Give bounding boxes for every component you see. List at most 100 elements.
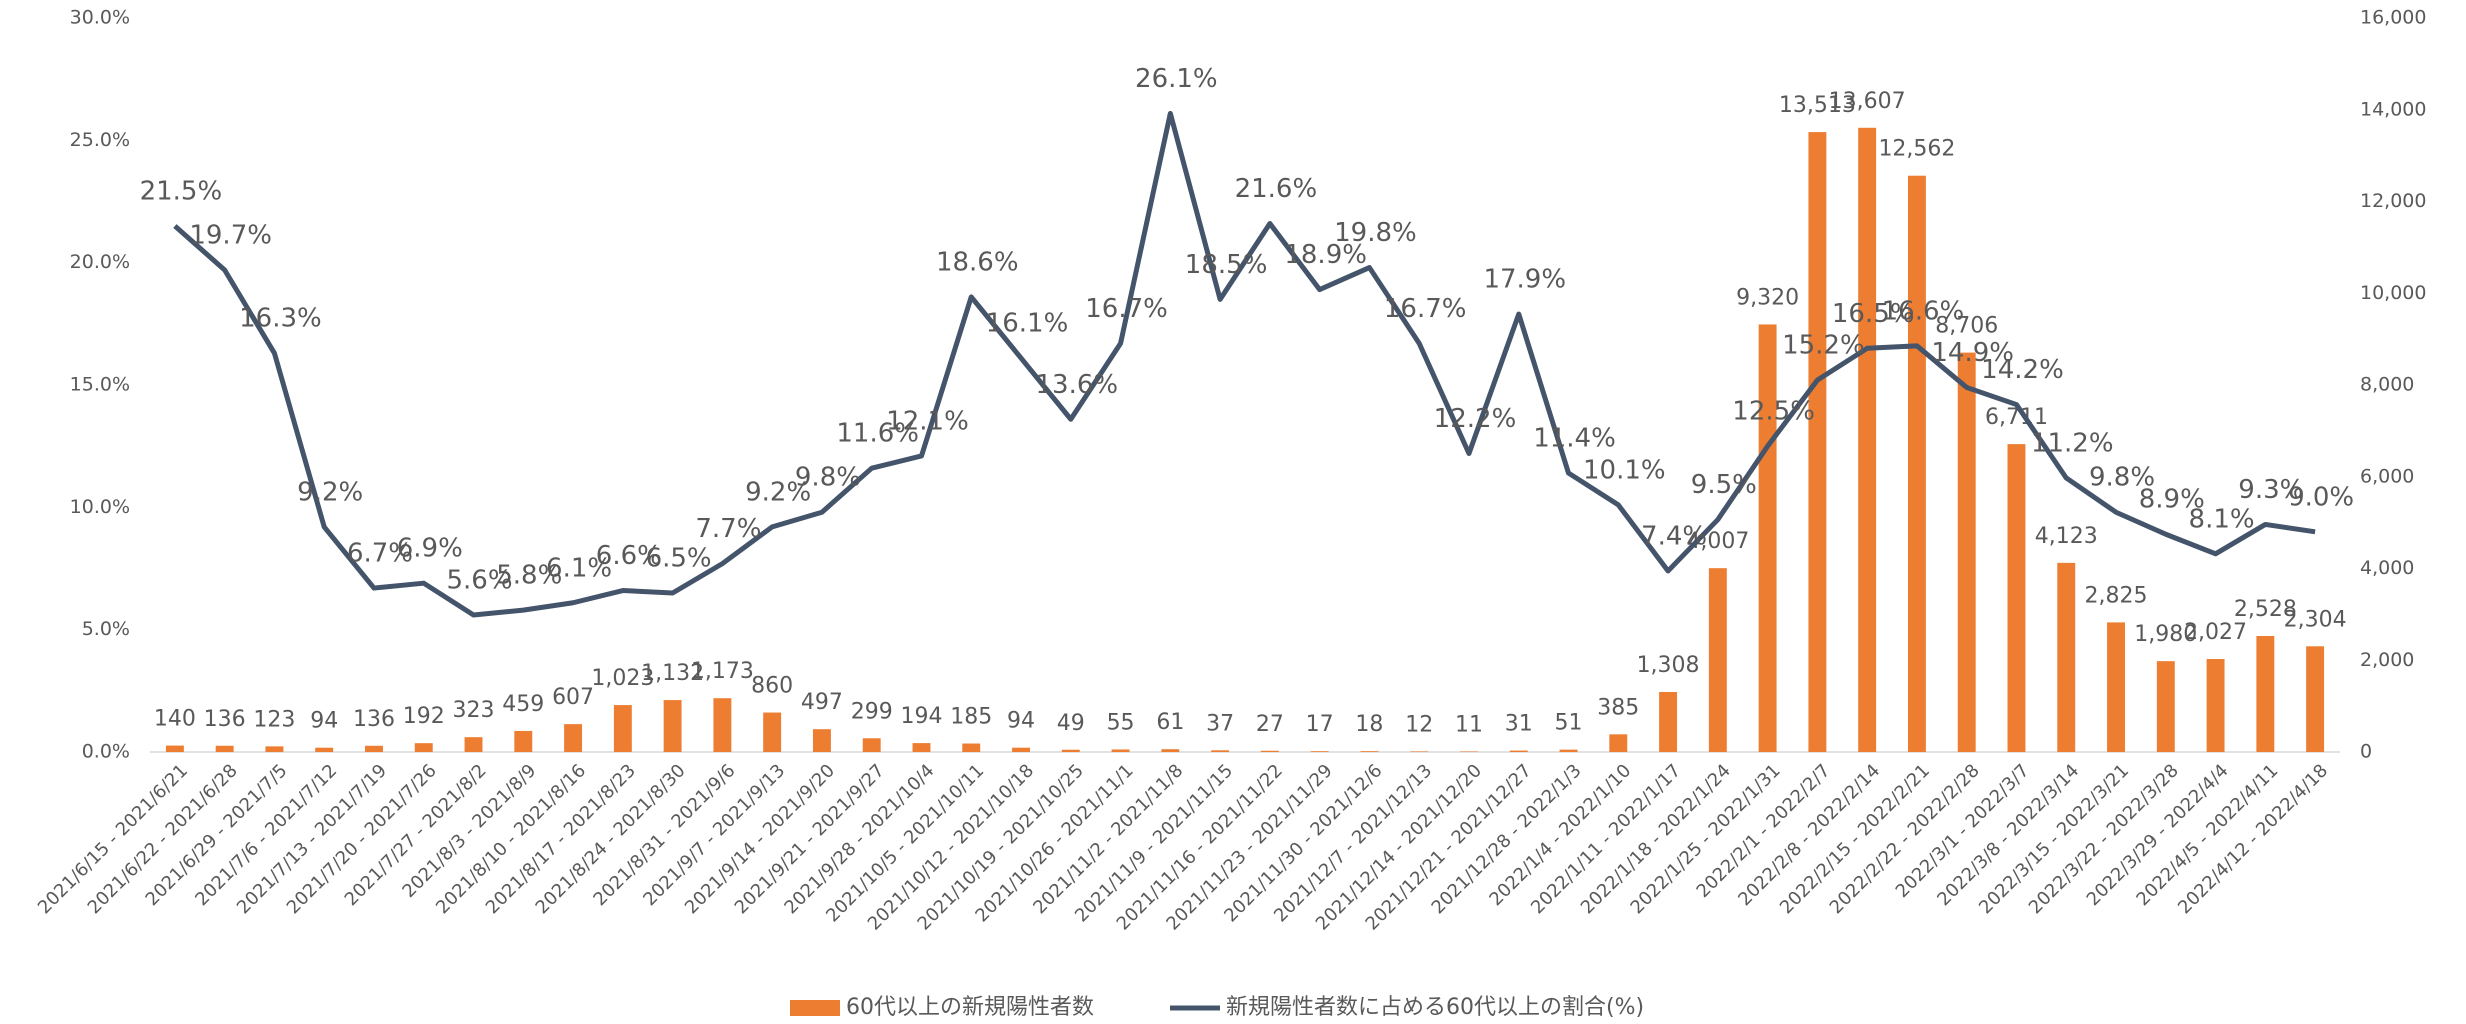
bar-label: 192 [403,704,445,729]
y2-tick-label: 4,000 [2360,557,2414,579]
line-label: 8.1% [2189,504,2255,534]
y2-tick-label: 6,000 [2360,465,2414,487]
legend-label: 60代以上の新規陽性者数 [846,995,1094,1020]
bar-label: 1,980 [2134,622,2197,647]
line-label: 11.4% [1533,424,1616,454]
bar-label: 2,304 [2284,607,2347,632]
y-tick-label: 25.0% [70,129,130,151]
bar [1012,747,1030,752]
line-label: 5.6% [446,565,512,595]
bar [564,724,583,752]
bar-label: 385 [1597,695,1639,720]
bar-label: 299 [851,699,893,724]
legend-label: 新規陽性者数に占める60代以上の割合(%) [1226,995,1644,1020]
bar-label: 2,027 [2184,620,2247,645]
bar-label: 61 [1156,710,1184,735]
bar-label: 185 [950,705,992,730]
line-label: 16.5% [1832,299,1915,329]
bar-label: 136 [353,707,395,732]
bar [2107,622,2125,752]
line-label: 9.5% [1691,470,1757,500]
bar-label: 37 [1206,711,1234,736]
bar [1410,751,1429,752]
y-tick-label: 0.0% [82,741,130,763]
bar [365,745,383,752]
line-label: 10.1% [1583,455,1666,485]
line-label: 6.5% [646,543,712,573]
bar [862,738,881,752]
bar-label: 4,123 [2035,524,2098,549]
bar [1708,568,1727,752]
bar-label: 12,562 [1878,137,1955,162]
bar-label: 9,320 [1736,285,1799,310]
line-label: 9.0% [2288,482,2354,512]
line-label: 16.7% [1384,294,1467,324]
bar-label: 51 [1555,711,1583,736]
bar [2256,636,2275,752]
line-label: 19.8% [1334,218,1417,248]
bar-label: 2,528 [2234,597,2297,622]
bar [514,730,533,752]
bar-label: 194 [900,704,942,729]
y2-tick-label: 8,000 [2360,374,2414,396]
bar [1659,691,1678,752]
line-label: 26.1% [1135,64,1218,94]
line-label: 12.2% [1434,404,1517,434]
bar [1609,734,1628,752]
bar [1360,751,1379,752]
bar-label: 459 [502,692,544,717]
bar [2007,444,2026,752]
bar-label: 11 [1455,712,1483,737]
y-tick-label: 20.0% [70,251,130,273]
bar [2156,661,2175,752]
bar [1310,751,1329,752]
bar [1858,127,1877,753]
bar [2306,646,2325,752]
line-label: 18.5% [1185,250,1268,280]
line-label: 16.7% [1085,294,1168,324]
line-label: 9.8% [2089,463,2155,493]
line-label: 6.1% [546,553,612,583]
line-label: 6.6% [596,541,662,571]
bar [1957,352,1976,752]
line-label: 11.6% [836,419,919,449]
bar [315,747,334,752]
bar [1758,324,1777,752]
bar [165,745,184,752]
line-label: 12.5% [1732,397,1815,427]
legend-swatch [790,1000,840,1016]
bar-label: 27 [1256,712,1284,737]
bar-label: 12 [1405,712,1433,737]
bar [265,746,284,752]
line-label: 18.6% [936,247,1019,277]
bar-label: 13,513 [1779,93,1856,118]
bar [1808,132,1827,752]
line-label: 6.9% [397,534,463,564]
bar [1211,750,1230,752]
bar-label: 1,308 [1637,653,1700,678]
y-tick-label: 5.0% [82,618,130,640]
bar [1161,749,1180,752]
line-label: 7.4% [1641,521,1707,551]
bar-label: 497 [801,690,843,715]
bar-label: 94 [1007,709,1035,734]
bar [414,743,433,752]
bar [663,700,682,752]
bar [912,743,931,752]
bar-label: 860 [751,674,793,699]
bar [962,743,981,752]
bar-label: 123 [253,707,295,732]
bar [713,698,732,752]
line-label: 7.7% [695,514,761,544]
bar-label: 31 [1505,712,1533,737]
line-label: 17.9% [1483,265,1566,295]
bar-label: 1,173 [691,659,754,684]
y2-tick-label: 12,000 [2360,190,2426,212]
line-label: 13.6% [1035,370,1118,400]
bar [1907,175,1926,752]
y2-tick-label: 2,000 [2360,649,2414,671]
line-label: 9.2% [745,477,811,507]
bar [2057,562,2076,752]
bar-label: 17 [1306,712,1334,737]
